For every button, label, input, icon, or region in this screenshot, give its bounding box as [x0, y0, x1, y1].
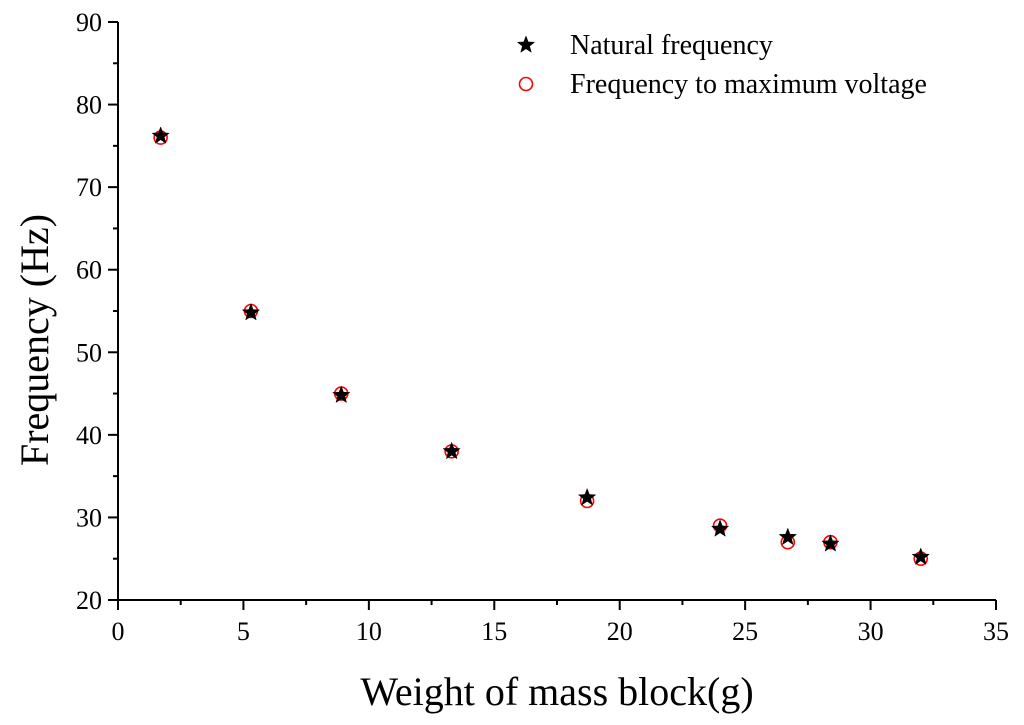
x-tick-label: 20 [607, 617, 633, 646]
legend-marker-frequency-to-maximum-voltage [518, 76, 534, 92]
ticks [108, 21, 997, 610]
natural-frequency-point [241, 302, 261, 321]
y-tick-label: 30 [76, 503, 102, 532]
natural-frequency-point [710, 519, 730, 537]
y-tick-label: 60 [76, 256, 102, 285]
x-tick-label: 0 [112, 617, 125, 646]
legend-label-natural-frequency: Natural frequency [570, 30, 773, 61]
y-axis-title: Frequency (Hz) [12, 214, 57, 466]
natural-frequency-point [332, 385, 351, 404]
x-tick-label: 10 [356, 617, 382, 646]
y-tick-label: 90 [76, 8, 102, 37]
natural-frequency-point [911, 547, 930, 565]
natural-frequency-point [151, 126, 170, 144]
legend-star-marker [516, 35, 536, 53]
y-tick-label: 40 [76, 421, 102, 450]
legend-label-frequency-to-maximum-voltage: Frequency to maximum voltage [570, 69, 927, 100]
legend: Natural frequency Frequency to maximum v… [516, 30, 927, 100]
legend-marker-natural-frequency [516, 35, 536, 53]
y-tick-label: 50 [76, 338, 102, 367]
y-tick-label: 80 [76, 91, 102, 120]
x-tick-label: 30 [858, 617, 884, 646]
x-tick-label: 5 [237, 617, 250, 646]
data-marks [151, 126, 930, 567]
x-axis-title: Weight of mass block(g) [360, 669, 753, 714]
tick-labels: 0 5 10 15 20 25 30 35 20 30 40 50 60 70 80 90 [76, 8, 1009, 646]
y-tick-label: 20 [76, 586, 102, 615]
y-tick-label: 70 [76, 173, 102, 202]
x-tick-label: 25 [732, 617, 758, 646]
natural-frequency-point [778, 527, 798, 546]
x-tick-label: 15 [481, 617, 507, 646]
natural-frequency-point [577, 487, 597, 506]
legend-circle-marker [518, 76, 534, 92]
x-tick-label: 35 [983, 617, 1009, 646]
natural-frequency-point [442, 441, 461, 460]
natural-frequency-point [821, 534, 840, 552]
